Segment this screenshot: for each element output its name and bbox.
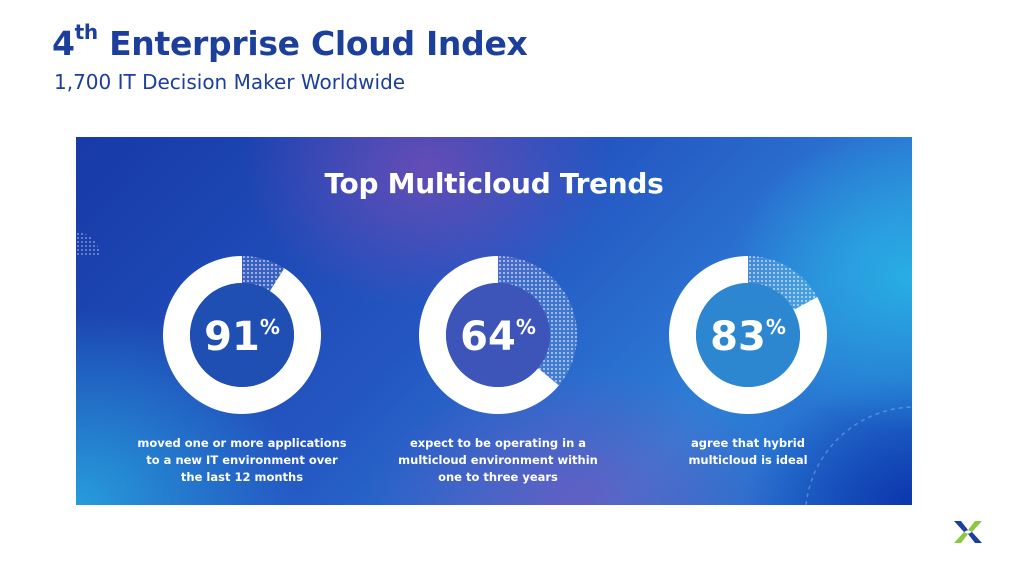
title-number: 4 bbox=[52, 24, 75, 63]
caption-line: the last 12 months bbox=[180, 470, 304, 484]
donut-value-text: 64% bbox=[460, 314, 536, 360]
donut-remainder bbox=[748, 256, 818, 310]
donut-filled-arc bbox=[669, 256, 827, 414]
donut-center bbox=[696, 283, 800, 387]
banner-title: Top Multicloud Trends bbox=[324, 167, 664, 200]
nutanix-x-logo-icon bbox=[954, 521, 982, 543]
donut-value-text: 91% bbox=[204, 314, 280, 360]
donut-value: 91 bbox=[204, 314, 260, 360]
donut-filled-arc bbox=[419, 256, 559, 414]
page-title: 4th Enterprise Cloud Index bbox=[52, 20, 528, 63]
donut-value: 83 bbox=[710, 314, 766, 360]
donut-center bbox=[190, 283, 294, 387]
caption-line: agree that hybrid bbox=[691, 436, 805, 450]
stat-caption: moved one or more applications to a new … bbox=[122, 435, 362, 486]
donut-chart: 64% bbox=[419, 256, 577, 414]
caption-line: one to three years bbox=[438, 470, 558, 484]
title-text: Enterprise Cloud Index bbox=[97, 24, 528, 63]
page-subtitle: 1,700 IT Decision Maker Worldwide bbox=[54, 70, 406, 94]
caption-line: to a new IT environment over bbox=[146, 453, 338, 467]
donut-filled-arc bbox=[163, 256, 321, 414]
caption-line: expect to be operating in a bbox=[409, 436, 587, 450]
dot-pattern-decoration bbox=[76, 232, 100, 256]
stat-card-91: 91% moved one or more applications to a … bbox=[122, 255, 362, 486]
percent-sign: % bbox=[260, 315, 280, 339]
donut-value-text: 83% bbox=[710, 314, 786, 360]
donut-chart: 91% bbox=[163, 256, 321, 414]
donut-remainder bbox=[498, 256, 577, 386]
stat-caption: agree that hybrid multicloud is ideal bbox=[628, 435, 868, 469]
donut-chart: 83% bbox=[669, 256, 827, 414]
percent-sign: % bbox=[516, 315, 536, 339]
stat-card-64: 64% expect to be operating in a multiclo… bbox=[378, 255, 618, 486]
percent-sign: % bbox=[766, 315, 786, 339]
caption-line: moved one or more applications bbox=[137, 436, 347, 450]
stat-card-83: 83% agree that hybrid multicloud is idea… bbox=[628, 255, 868, 469]
donut-remainder bbox=[242, 256, 285, 292]
donut-center bbox=[446, 283, 550, 387]
stat-caption: expect to be operating in a multicloud e… bbox=[378, 435, 618, 486]
title-superscript: th bbox=[74, 20, 99, 44]
infographic-banner: Top Multicloud Trends 91% moved one or m… bbox=[76, 137, 912, 505]
caption-line: multicloud environment within bbox=[398, 453, 598, 467]
donut-value: 64 bbox=[460, 314, 516, 360]
dashed-arc-decoration bbox=[805, 406, 912, 505]
caption-line: multicloud is ideal bbox=[688, 453, 808, 467]
